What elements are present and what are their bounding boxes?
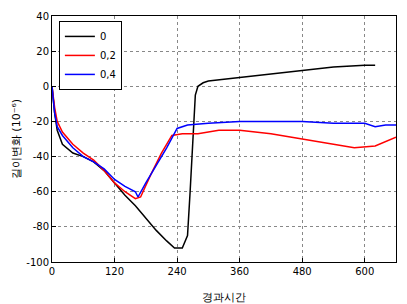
svg-text:경과시간: 경과시간: [202, 291, 246, 304]
svg-text:-100: -100: [26, 257, 49, 268]
svg-text:600: 600: [355, 266, 374, 277]
svg-text:0: 0: [100, 31, 106, 42]
svg-text:240: 240: [168, 266, 187, 277]
svg-text:-60: -60: [33, 186, 49, 197]
svg-text:-40: -40: [33, 151, 49, 162]
svg-text:-80: -80: [33, 221, 49, 232]
svg-text:길이변화 (10⁻⁶): 길이변화 (10⁻⁶): [10, 99, 23, 179]
svg-text:20: 20: [36, 46, 49, 57]
svg-text:-20: -20: [33, 116, 49, 127]
svg-text:360: 360: [230, 266, 249, 277]
svg-text:480: 480: [293, 266, 312, 277]
svg-text:40: 40: [36, 11, 49, 22]
svg-text:120: 120: [105, 266, 124, 277]
svg-text:0: 0: [49, 266, 55, 277]
svg-text:0: 0: [43, 81, 49, 92]
svg-text:0,2: 0,2: [100, 50, 116, 61]
svg-text:0,4: 0,4: [100, 69, 116, 80]
